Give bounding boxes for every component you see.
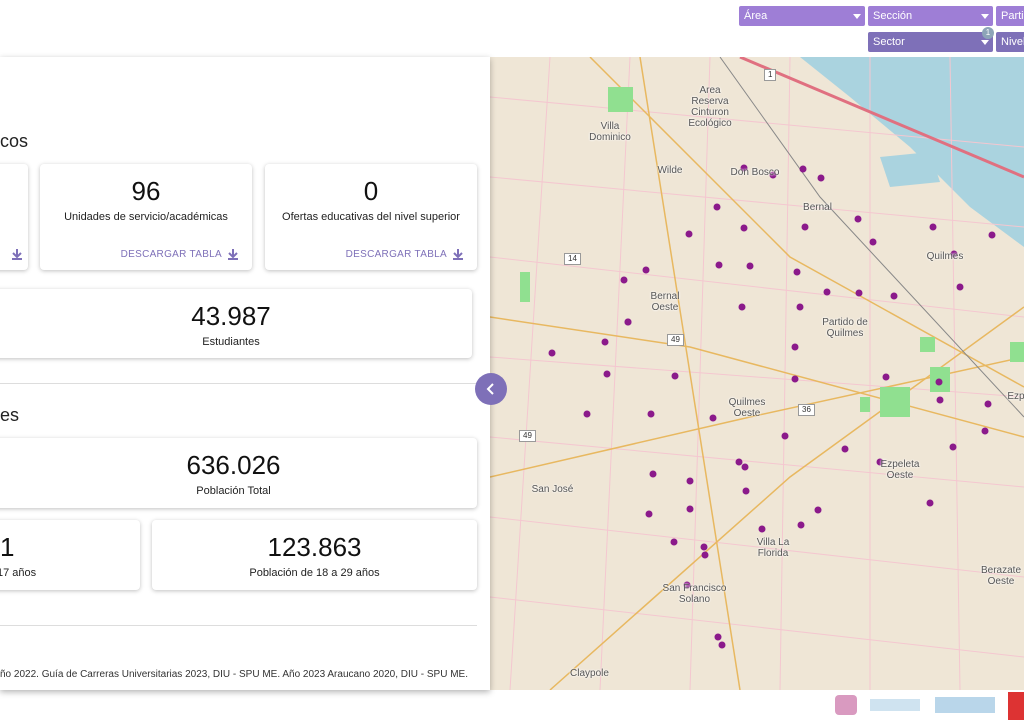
map-base: circle{r:3.5px} [490,57,1024,690]
map-label: Ezpeleta Oeste [880,459,920,481]
map[interactable]: circle{r:3.5px} Area Reserva Cinturon Ec… [490,57,1024,690]
download-button[interactable]: DESCARGAR TABLA [345,248,463,260]
button-text: DESCARGAR TABLA [345,249,447,260]
card: 96 Unidades de servicio/académicas DESCA… [40,164,252,270]
map-label: Area Reserva Cinturon Ecológico [688,85,732,129]
badge: 1 [982,27,994,39]
card: 0 Ofertas educativas del nivel superior … [265,164,477,270]
map-label: Bernal Oeste [650,291,680,313]
nivel-dropdown[interactable]: Nivel [996,32,1024,52]
dropdown-label: Sector [873,36,905,48]
map-label: Bernal [803,202,832,213]
card: 43.987 Estudiantes [0,289,472,358]
card: 636.026 Población Total [0,438,477,508]
stat-value: 96 [131,176,161,206]
stat-label: 17 años [0,567,37,579]
stat-value: 636.026 [186,450,281,480]
divider [0,383,477,384]
download-button[interactable]: DESCARGAR TABLA [120,248,238,260]
dropdown-label: Partic [1001,10,1024,22]
card [0,164,28,270]
map-label: Don Bosco [730,167,780,178]
map-label: Villa Dominico [589,121,631,143]
map-label: Ezp [1007,391,1024,402]
map-label: Berazate Oeste [980,565,1022,587]
partido-dropdown[interactable]: Partic [996,6,1024,26]
dropdown-label: Nivel [1001,36,1024,48]
divider [0,625,477,626]
stat-value: 1 [0,532,15,562]
seccion-dropdown[interactable]: Sección [868,6,993,26]
road-shield: 36 [798,404,815,416]
section-heading: es [0,405,20,425]
stat-label: Población Total [196,485,271,497]
card: 123.863 Población de 18 a 29 años [152,520,477,590]
map-label: San Francisco Solano [662,583,727,605]
stat-label: Estudiantes [202,336,260,348]
stat-label: Población de 18 a 29 años [249,567,380,579]
map-label: Partido de Quilmes [822,317,868,339]
area-dropdown[interactable]: Área [739,6,865,26]
stat-value: 123.863 [267,532,362,562]
side-panel: cos 96 Unidades de servicio/académicas D… [0,57,490,690]
map-label: Wilde [657,165,683,176]
map-label: Quilmes Oeste [728,397,766,419]
stat-value: 0 [363,176,379,206]
map-label: Villa La Florida [756,537,790,559]
road-shield: 49 [667,334,684,346]
section-heading: cos [0,131,29,151]
map-label: Claypole [570,668,609,679]
stat-label: Unidades de servicio/académicas [64,211,228,223]
road-shield: 14 [564,253,581,265]
card: 1 17 años [0,520,140,590]
footer-source: ño 2022. Guía de Carreras Universitarias… [0,669,469,680]
logos [835,692,1024,720]
map-label: San José [531,484,574,495]
dropdown-label: Área [744,10,768,22]
road-shield: 1 [764,69,777,81]
button-text: DESCARGAR TABLA [120,249,222,260]
dropdown-label: Sección [873,10,913,22]
collapse-button[interactable] [475,373,507,405]
road-shield: 49 [519,430,536,442]
chevron [486,383,494,395]
sector-dropdown[interactable]: Sector [868,32,993,52]
stat-value: 43.987 [191,301,271,331]
stat-label: Ofertas educativas del nivel superior [282,211,460,223]
map-label: Quilmes [926,251,964,262]
